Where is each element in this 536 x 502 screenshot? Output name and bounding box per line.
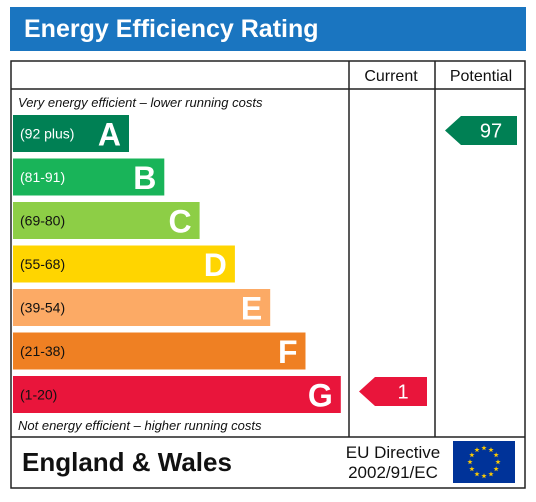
potential-column-header: Potential [450, 68, 512, 85]
eu-star [469, 452, 475, 458]
eu-star [474, 471, 480, 477]
directive-line-2: 2002/91/EC [348, 463, 438, 482]
band-g-range: (1-20) [20, 387, 57, 403]
band-c-range: (69-80) [20, 213, 65, 229]
current-column-header: Current [364, 68, 418, 85]
country-label: England & Wales [22, 447, 232, 477]
chart-frame [10, 60, 526, 489]
band-b-range: (81-91) [20, 169, 65, 185]
rating-markers: 1 97 [359, 116, 517, 406]
band-g-letter: G [308, 378, 333, 414]
top-note: Very energy efficient – lower running co… [18, 95, 263, 110]
band-a-range: (92 plus) [20, 126, 74, 142]
band-f-range: (21-38) [20, 343, 65, 359]
eu-star [481, 473, 487, 479]
eu-star [488, 447, 494, 453]
potential-rating-arrow [445, 116, 517, 145]
directive-line-1: EU Directive [346, 443, 440, 462]
eu-star [495, 459, 501, 465]
outer-border [10, 60, 526, 489]
band-c-letter: C [168, 204, 191, 240]
band-b-bar [13, 158, 165, 196]
current-rating-value: 1 [397, 382, 408, 404]
eu-star [469, 466, 475, 472]
eu-star [488, 471, 494, 477]
band-d-letter: D [204, 247, 227, 283]
eu-flag-icon [453, 441, 515, 483]
band-a-letter: A [98, 117, 121, 153]
eu-star [493, 466, 499, 472]
current-rating-arrow [359, 377, 427, 406]
eu-star [474, 447, 480, 453]
band-e-bar [13, 289, 271, 326]
potential-rating-value: 97 [480, 121, 502, 143]
eu-star [481, 445, 487, 451]
band-b-letter: B [133, 160, 156, 196]
band-e-range: (39-54) [20, 300, 65, 316]
chart-title: Energy Efficiency Rating [24, 15, 319, 43]
eu-star [493, 452, 499, 458]
title-bar: Energy Efficiency Rating [10, 7, 526, 51]
bottom-note: Not energy efficient – higher running co… [18, 418, 262, 433]
eu-star [467, 459, 473, 465]
band-c-bar [13, 202, 200, 239]
band-e-letter: E [241, 291, 262, 327]
band-d-range: (55-68) [20, 256, 65, 272]
rating-bands: (92 plus) A (81-91) B (69-80) C (55-68) D (39-54… [13, 115, 341, 414]
band-g-bar [13, 376, 341, 413]
band-a-bar [13, 115, 129, 152]
band-f-bar [13, 332, 306, 370]
band-d-bar [13, 245, 235, 283]
band-f-letter: F [278, 334, 298, 370]
